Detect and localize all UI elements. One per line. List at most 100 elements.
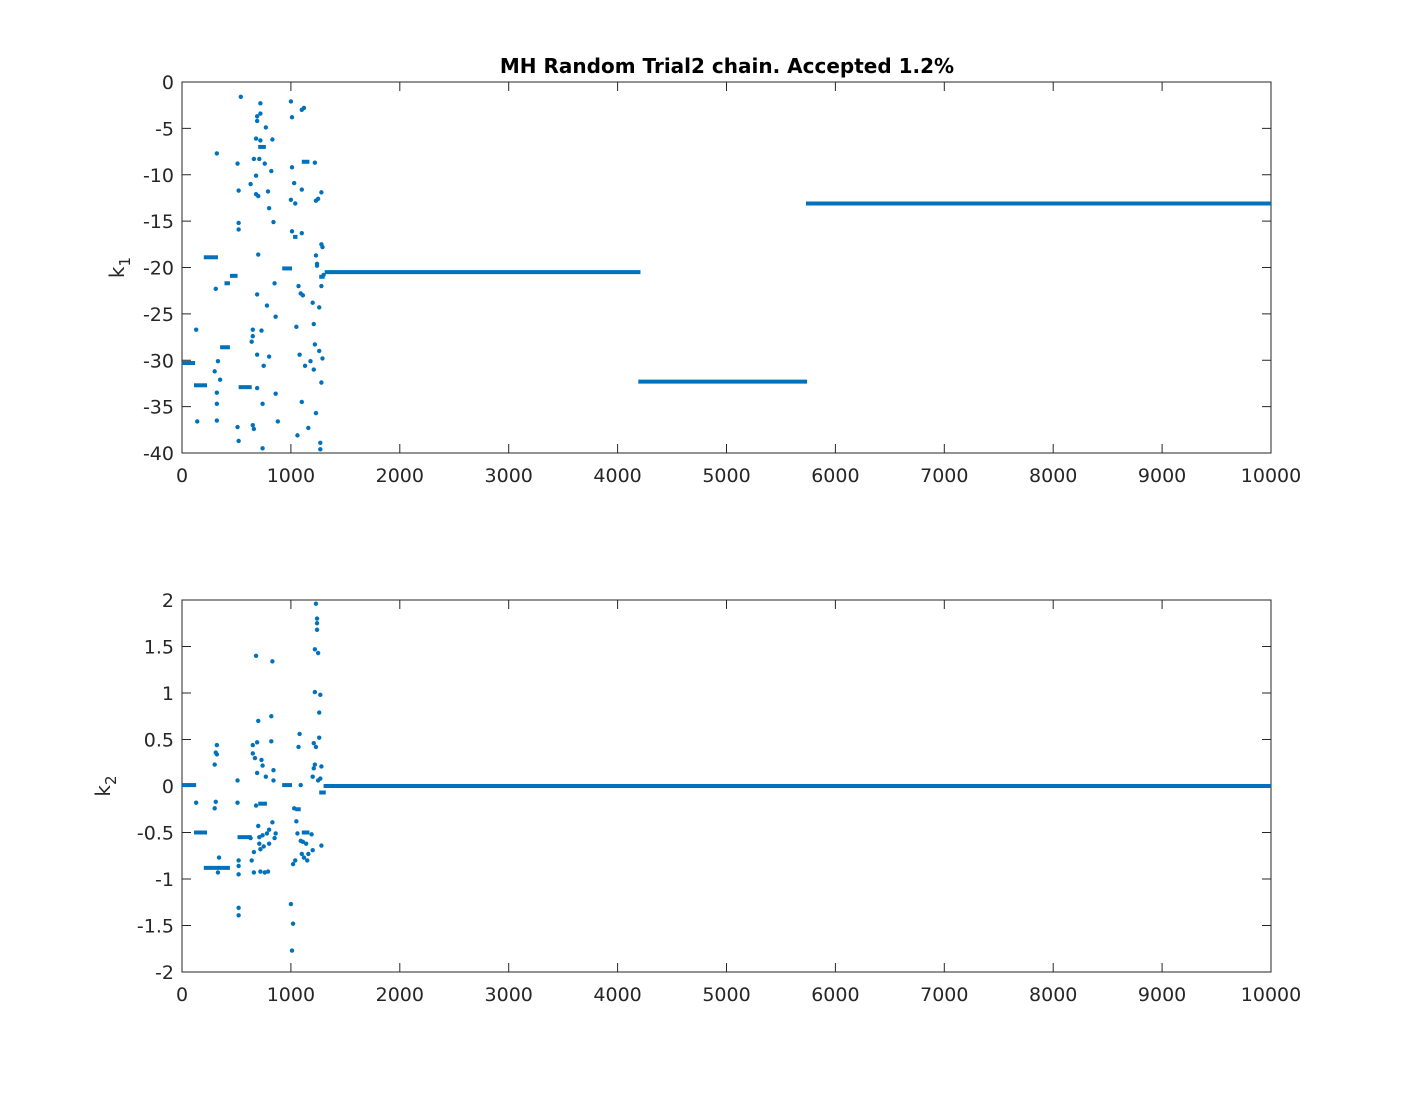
series-markers [182, 94, 1271, 452]
data-point [248, 181, 253, 187]
data-point [236, 438, 241, 444]
data-point [236, 905, 241, 911]
data-point [236, 913, 241, 918]
y-tick-label: 0.5 [144, 730, 174, 752]
y-axis-label-base: k [91, 785, 115, 797]
data-point [299, 399, 304, 405]
data-point [305, 858, 310, 863]
y-tick-label: 2 [162, 590, 174, 612]
data-point [320, 244, 325, 250]
data-point [300, 839, 306, 844]
data-point [253, 136, 259, 141]
y-tick-label: -0.5 [137, 823, 174, 845]
data-point [270, 137, 275, 142]
x-tick-label: 2000 [376, 465, 424, 487]
data-point [258, 138, 263, 143]
data-point [265, 189, 271, 194]
data-point [261, 844, 266, 849]
data-point [296, 744, 301, 750]
data-point [250, 327, 255, 332]
x-tick-label: 9000 [1138, 465, 1186, 487]
data-point [275, 419, 281, 424]
x-tick-label: 9000 [1138, 984, 1186, 1006]
data-point [289, 229, 295, 234]
data-point [214, 390, 220, 395]
data-point [271, 219, 276, 225]
data-point [214, 418, 220, 423]
y-axis-label-subscript: 1 [116, 257, 134, 267]
y-axis-label-base: k [105, 266, 129, 278]
y-tick-label: -25 [143, 304, 174, 326]
x-tick-label: 5000 [702, 465, 750, 487]
y-axis-label-subscript: 2 [102, 775, 120, 785]
x-tick-label: 1000 [267, 984, 315, 1006]
data-point [259, 757, 264, 763]
data-point [319, 764, 324, 769]
data-point [251, 870, 257, 875]
data-point [319, 283, 324, 289]
data-point [313, 744, 319, 750]
data-point [214, 742, 220, 748]
data-point [306, 851, 311, 857]
data-point [215, 870, 221, 875]
data-point [302, 363, 308, 369]
y-tick-label: -40 [143, 443, 174, 465]
data-point [263, 774, 269, 779]
data-point [317, 305, 322, 310]
data-point [295, 831, 300, 836]
y-tick-label: 0 [162, 72, 174, 94]
data-point [297, 352, 302, 357]
y-tick-label: -20 [143, 258, 174, 280]
data-point [269, 714, 274, 719]
data-point [314, 263, 320, 268]
data-point [262, 161, 267, 166]
data-point [193, 327, 199, 332]
data-point [236, 858, 241, 863]
data-point [272, 281, 277, 286]
x-tick-label: 10000 [1241, 984, 1301, 1006]
data-point [249, 339, 254, 344]
data-point [217, 377, 223, 382]
data-point [318, 692, 323, 698]
data-point [313, 253, 319, 258]
x-tick-label: 10000 [1241, 465, 1301, 487]
data-point [269, 739, 274, 744]
data-point [288, 99, 294, 104]
data-point [264, 303, 270, 308]
data-point [214, 151, 220, 156]
y-tick-label: 1 [162, 683, 174, 705]
y-tick-label: 1.5 [144, 637, 174, 659]
data-point [266, 205, 272, 211]
data-point [265, 869, 271, 874]
data-point [251, 849, 257, 855]
data-point [312, 689, 318, 695]
data-point [291, 180, 297, 186]
data-point [261, 363, 266, 369]
data-point [250, 333, 255, 339]
data-point [254, 114, 260, 119]
data-point [258, 847, 263, 852]
data-point [317, 735, 322, 740]
data-point [293, 858, 298, 863]
data-point [238, 94, 244, 100]
data-point [319, 843, 324, 848]
data-point [258, 101, 263, 106]
y-tick-label: -2 [155, 962, 174, 984]
data-point [213, 799, 218, 805]
data-point [312, 160, 318, 165]
data-point [254, 292, 260, 297]
data-point [251, 426, 257, 432]
data-point [256, 252, 261, 257]
x-tick-label: 8000 [1029, 984, 1077, 1006]
data-point [294, 324, 299, 330]
x-tick-label: 1000 [267, 465, 315, 487]
data-point [315, 196, 321, 202]
x-tick-label: 0 [176, 465, 188, 487]
data-point [311, 367, 316, 372]
data-point [236, 227, 241, 232]
y-tick-label: -1.5 [137, 916, 174, 938]
y-axis-label: k1 [105, 257, 134, 278]
data-point [306, 425, 311, 431]
x-tick-label: 6000 [811, 984, 859, 1006]
